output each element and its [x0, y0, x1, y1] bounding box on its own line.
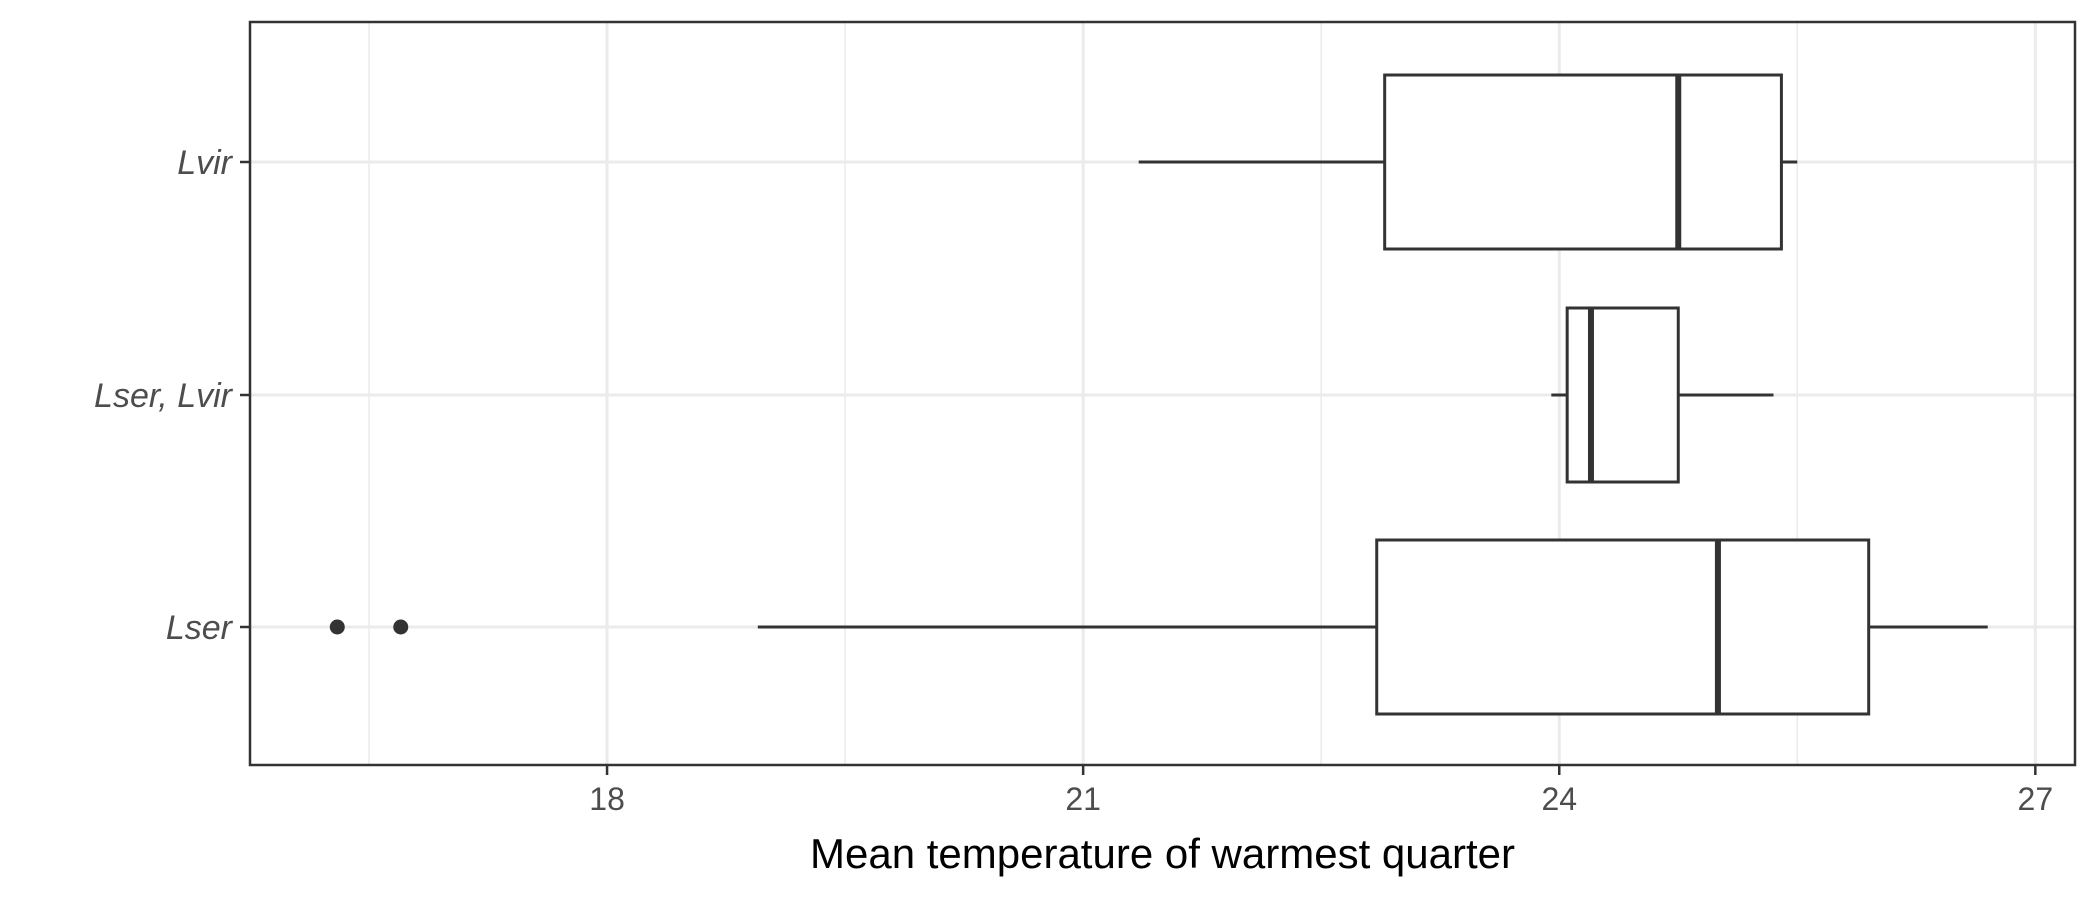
- x-axis-title: Mean temperature of warmest quarter: [810, 830, 1515, 877]
- x-tick-label-2: 24: [1541, 781, 1577, 817]
- x-axis: 18 21 24 27: [589, 765, 2053, 817]
- boxes: [329, 73, 1988, 716]
- y-axis: Lvir Lser, Lvir Lser: [94, 144, 250, 647]
- box-rect-0: [1383, 73, 1783, 251]
- x-tick-label-3: 27: [2018, 781, 2054, 817]
- box-0: [1138, 73, 1798, 251]
- y-tick-label-2: Lser: [166, 609, 234, 647]
- outlier-point-2-1: [393, 619, 409, 635]
- x-tick-label-1: 21: [1065, 781, 1101, 817]
- panel-border: [248, 20, 2077, 767]
- box-rect-2: [1375, 538, 1871, 716]
- y-tick-label-0: Lvir: [177, 144, 233, 182]
- box-1: [1551, 306, 1774, 484]
- x-tick-label-0: 18: [589, 781, 625, 817]
- y-tick-label-1: Lser, Lvir: [94, 377, 234, 415]
- box-rect-1: [1565, 306, 1680, 484]
- box-2: [329, 538, 1988, 716]
- outlier-point-2-0: [329, 619, 345, 635]
